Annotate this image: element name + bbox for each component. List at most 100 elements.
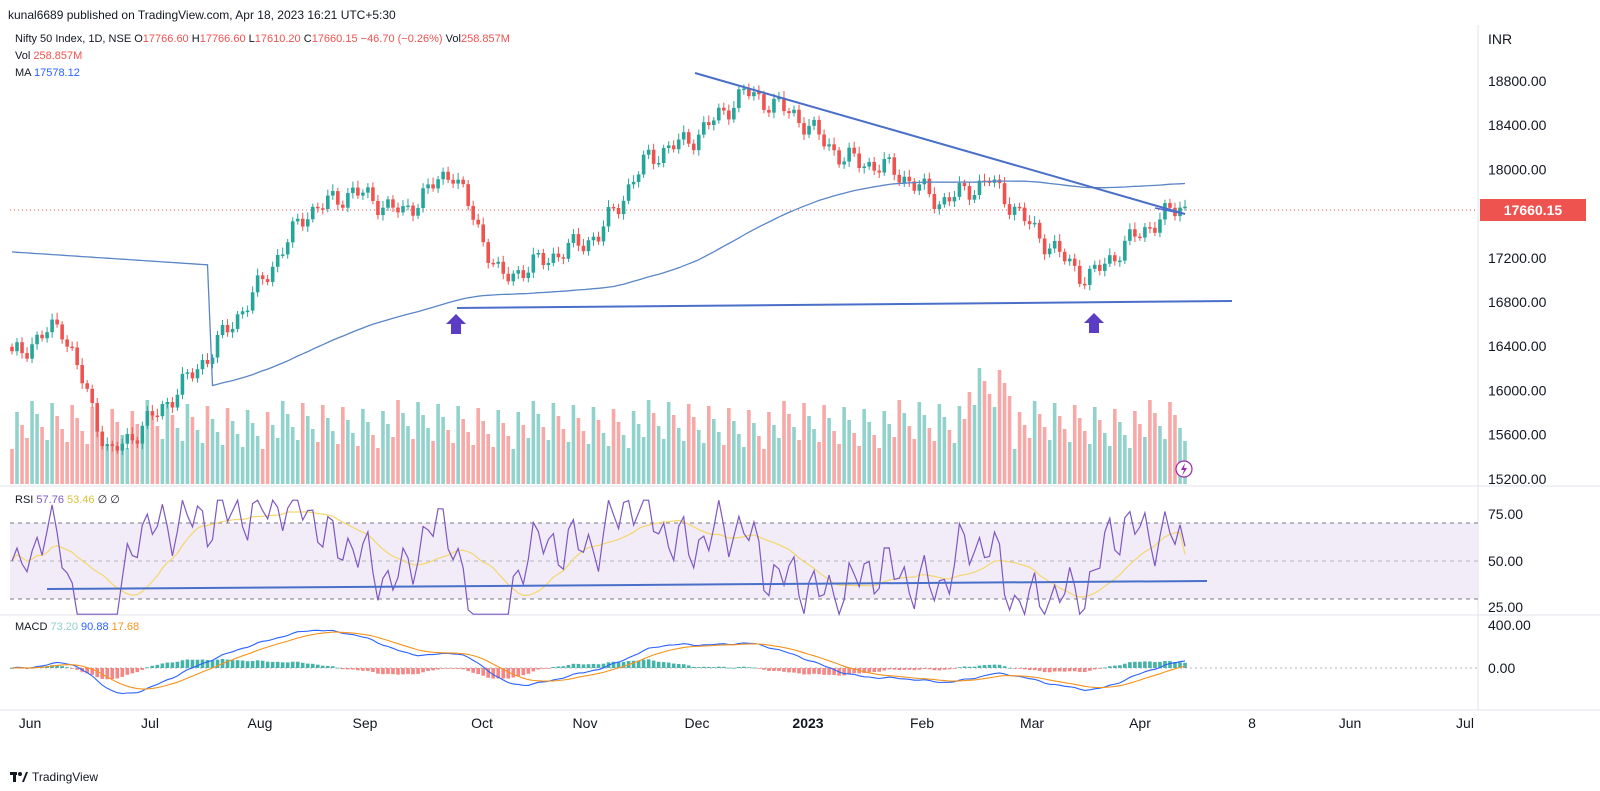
volume-bar <box>1113 409 1117 484</box>
macd-hist-bar <box>270 661 275 668</box>
candle-body <box>676 139 681 150</box>
candle-body <box>952 196 957 202</box>
time-tick-label: Dec <box>685 715 710 731</box>
macd-hist-bar <box>727 667 731 669</box>
candle-body <box>371 187 375 201</box>
candle-body <box>1153 227 1157 233</box>
volume-bar <box>616 422 621 484</box>
volume-bar <box>270 425 275 484</box>
volume-bar <box>356 446 360 484</box>
candle-body <box>396 207 400 213</box>
volume-bar <box>902 413 907 484</box>
volume-bar <box>571 405 576 484</box>
candle-body <box>320 208 325 210</box>
macd-hist-bar <box>691 666 696 668</box>
tradingview-logo[interactable]: TradingView <box>10 770 98 784</box>
volume-bar <box>205 406 210 484</box>
volume-bar <box>285 414 290 484</box>
volume-bar <box>671 415 676 484</box>
macd-hist-bar <box>10 668 14 669</box>
candle-body <box>10 346 14 352</box>
candle-body <box>727 110 731 120</box>
candle-body <box>857 153 861 169</box>
volume-bar <box>842 407 846 484</box>
candle-body <box>1082 283 1087 286</box>
time-tick-label: 8 <box>1248 715 1256 731</box>
volume-bar <box>1133 411 1137 484</box>
rsi-tick-label: 50.00 <box>1488 553 1523 569</box>
candle-body <box>215 335 220 358</box>
macd-hist-bar <box>280 662 285 668</box>
volume-bar <box>1032 401 1037 484</box>
candle-body <box>1143 227 1147 238</box>
macd-hist-bar <box>917 668 922 670</box>
macd-hist-bar <box>190 659 195 668</box>
macd-hist-bar <box>877 668 882 672</box>
time-tick-label: Mar <box>1020 715 1044 731</box>
volume-bar <box>987 394 992 484</box>
macd-hist-bar <box>481 668 486 676</box>
volume-bar <box>416 402 420 484</box>
volume-bar <box>391 437 395 484</box>
volume-bars <box>10 368 1187 484</box>
macd-hist-bar <box>205 660 210 668</box>
macd-hist-bar <box>90 668 95 675</box>
candle-body <box>636 174 641 182</box>
candle-body <box>501 261 506 274</box>
candle-body <box>772 98 776 113</box>
macd-hist-bar <box>175 661 180 668</box>
candle-body <box>516 270 521 274</box>
candle-body <box>812 119 816 126</box>
price-tick-label: 17200.00 <box>1488 250 1547 266</box>
volume-bar <box>265 412 270 484</box>
vol-legend[interactable]: Vol 258.857M <box>15 50 82 62</box>
candle-body <box>366 187 370 193</box>
candle-body <box>601 226 606 242</box>
volume-bar <box>797 440 801 484</box>
symbol-label[interactable]: Nifty 50 Index, 1D, NSE <box>15 33 132 45</box>
volume-bar <box>441 417 445 484</box>
volume-bar <box>1118 422 1122 484</box>
ma-legend[interactable]: MA 17578.12 <box>15 67 80 79</box>
macd-hist-bar <box>240 660 245 668</box>
volume-bar <box>235 434 240 484</box>
rsi-legend[interactable]: RSI 57.76 53.46 ∅ ∅ <box>15 493 120 506</box>
volume-bar <box>566 442 571 484</box>
candle-body <box>757 92 761 95</box>
macd-hist-bar <box>827 668 831 675</box>
candle-body <box>200 359 205 370</box>
time-tick-label: Nov <box>573 715 598 731</box>
volume-bar <box>80 431 84 484</box>
volume-bar <box>877 448 882 484</box>
volume-bar <box>1062 429 1067 484</box>
macd-histogram <box>10 659 1187 680</box>
volume-bar <box>220 445 225 484</box>
macd-hist-bar <box>1118 665 1122 668</box>
macd-hist-bar <box>822 668 826 675</box>
macd-hist-bar <box>732 667 736 669</box>
candle-body <box>1108 255 1112 264</box>
macd-hist-bar <box>777 668 781 671</box>
volume-bar <box>145 400 150 484</box>
macd-legend[interactable]: MACD 73.20 90.88 17.68 <box>15 621 139 633</box>
macd-hist-bar <box>130 668 135 674</box>
macd-hist-bar <box>180 660 185 668</box>
macd-hist-bar <box>711 667 716 668</box>
macd-hist-bar <box>230 660 235 668</box>
macd-hist-bar <box>561 666 566 668</box>
macd-hist-bar <box>782 668 786 672</box>
candle-body <box>872 161 877 171</box>
macd-hist-bar <box>591 663 596 668</box>
macd-hist-bar <box>290 661 295 668</box>
candle-body <box>837 150 841 165</box>
candle-body <box>50 319 54 333</box>
macd-hist-bar <box>962 666 967 668</box>
macd-hist-bar <box>416 668 420 674</box>
macd-hist-bar <box>556 666 561 668</box>
time-tick-label: Jun <box>1339 715 1362 731</box>
volume-bar <box>1017 412 1022 484</box>
macd-hist-bar <box>105 668 110 680</box>
volume-bar <box>245 410 250 484</box>
volume-bar <box>601 433 606 484</box>
